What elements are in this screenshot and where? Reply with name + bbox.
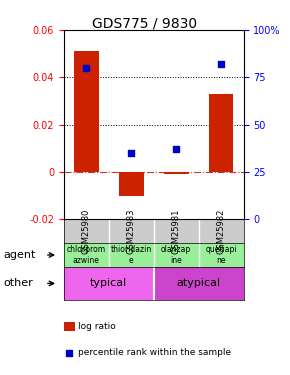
Bar (154, 243, 199, 267)
Point (84, 65, 89, 71)
Text: atypical: atypical (177, 278, 221, 288)
Text: other: other (3, 278, 33, 288)
Point (174, 146, 179, 152)
Bar (64, 267, 154, 300)
Bar (74, 51, 99, 172)
Text: GSM25981: GSM25981 (172, 209, 181, 254)
Bar (164, 172, 189, 174)
Point (67, 350, 72, 355)
Bar (199, 243, 244, 267)
Text: typical: typical (90, 278, 127, 288)
Text: agent: agent (3, 250, 35, 260)
Text: percentile rank within the sample: percentile rank within the sample (78, 348, 231, 357)
Text: GSM25980: GSM25980 (82, 209, 91, 254)
Text: GSM25983: GSM25983 (127, 209, 136, 254)
Bar (64, 243, 109, 267)
Point (129, 150, 134, 156)
Text: log ratio: log ratio (78, 322, 115, 331)
Text: quetiapi
ne: quetiapi ne (205, 245, 237, 265)
Point (219, 61, 224, 67)
Bar (64, 322, 75, 331)
Text: GSM25982: GSM25982 (217, 209, 226, 254)
Text: chlorprom
azwine: chlorprom azwine (67, 245, 106, 265)
Text: thioridazin
e: thioridazin e (110, 245, 152, 265)
Text: olanzap
ine: olanzap ine (161, 245, 191, 265)
Text: GDS775 / 9830: GDS775 / 9830 (93, 17, 197, 31)
Bar (154, 267, 244, 300)
Bar (209, 94, 233, 172)
Bar (109, 243, 154, 267)
Bar (119, 172, 144, 196)
